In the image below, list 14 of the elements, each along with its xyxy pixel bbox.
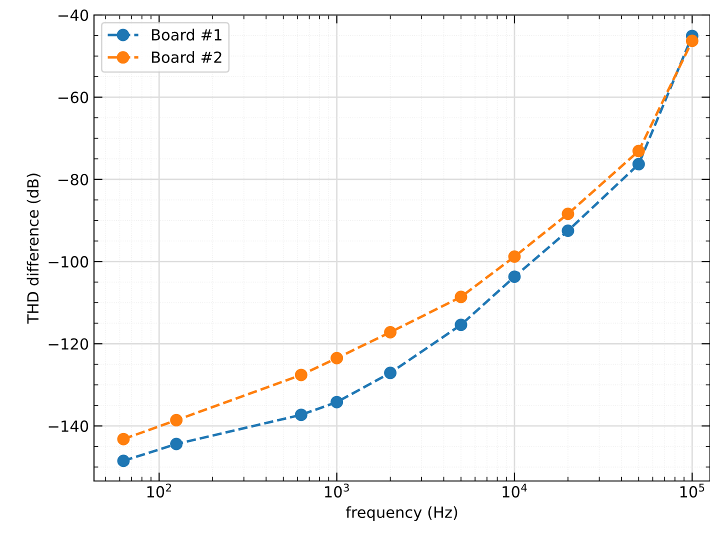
y-tick-label: −80 <box>58 174 88 186</box>
x-tick-label: 10$^{5}$ <box>680 484 704 498</box>
x-tick-label: 10$^{4}$ <box>502 484 527 498</box>
y-tick-label: −120 <box>48 338 88 350</box>
y-axis-title: THD difference (dB) <box>26 174 40 324</box>
y-tick-label: −100 <box>48 256 88 268</box>
legend-label: Board #2 <box>152 51 222 63</box>
y-tick-label: −60 <box>58 92 88 104</box>
x-tick-label: 10$^{2}$ <box>147 484 171 498</box>
y-tick-label: −40 <box>58 9 88 22</box>
x-tick-label: 10$^{3}$ <box>325 484 349 498</box>
legend-label: Board #1 <box>152 28 222 41</box>
y-tick-label: −140 <box>48 420 88 432</box>
x-axis-title: frequency (Hz) <box>346 506 458 521</box>
